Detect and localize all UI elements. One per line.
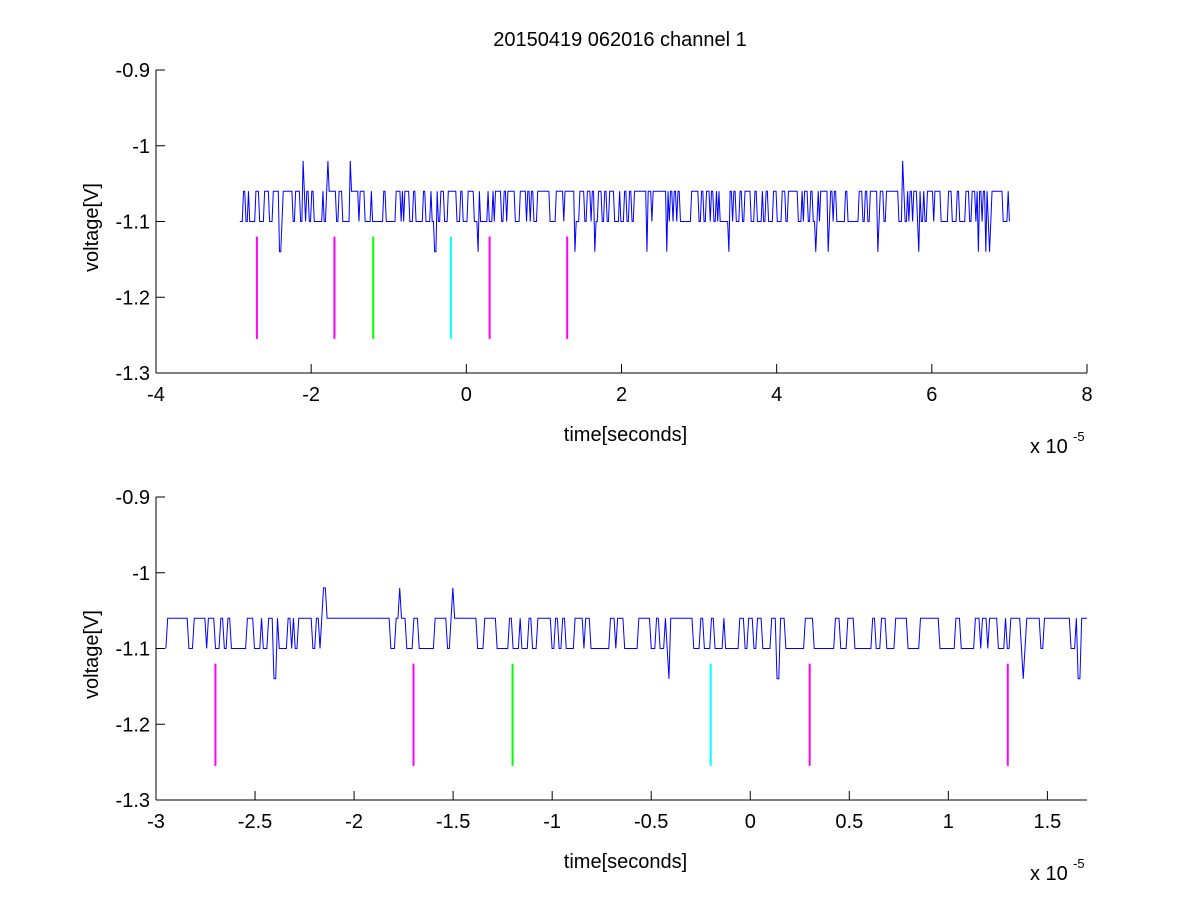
x-tick-label: -0.5: [634, 811, 668, 833]
x-tick-label: 0: [461, 384, 472, 406]
x-exponent-power: -5: [1073, 856, 1085, 871]
x-tick-label: -4: [147, 384, 165, 406]
y-axis-label: voltage[V]: [81, 610, 103, 699]
y-tick-label: -1.1: [116, 639, 150, 661]
x-tick-label: 0.5: [835, 811, 863, 833]
plot-1: -4 -2 0 2 4 6 8 -1.3 -1.2 -1.1 -1 -0.9 time[seconds]…: [81, 60, 1093, 458]
x-tick-label: -1: [543, 811, 561, 833]
y-tick-label: -1: [132, 136, 150, 158]
x-tick-label: 1.5: [1033, 811, 1061, 833]
x-tick-label: -2: [302, 384, 320, 406]
plots: -4 -2 0 2 4 6 8 -1.3 -1.2 -1.1 -1 -0.9 time[seconds]…: [81, 60, 1093, 885]
figure-title: 20150419 062016 channel 1: [493, 29, 747, 51]
x-tick-label: 0: [745, 811, 756, 833]
y-axis-label: voltage[V]: [81, 183, 103, 272]
x-tick-label: 2: [616, 384, 627, 406]
signal-trace: [239, 160, 1010, 253]
x-axis-label: time[seconds]: [564, 424, 687, 446]
y-tick-label: -1.2: [116, 714, 150, 736]
x-tick-label: -2.5: [238, 811, 272, 833]
plot-2: -3 -2.5 -2 -1.5 -1 -0.5 0 0.5 1 1.5 -1.3 -1.2 -1.1 -1…: [81, 487, 1087, 885]
y-tick-label: -0.9: [116, 487, 150, 509]
x-tick-label: 6: [926, 384, 937, 406]
signal-trace: [165, 587, 1087, 680]
x-tick-label: -2: [345, 811, 363, 833]
x-tick-label: -1.5: [436, 811, 470, 833]
x-tick-label: 8: [1081, 384, 1092, 406]
x-tick-label: -3: [147, 811, 165, 833]
x-tick-label: 1: [943, 811, 954, 833]
x-exponent-power: -5: [1073, 429, 1085, 444]
x-axis-label: time[seconds]: [564, 851, 687, 873]
y-tick-label: -1.1: [116, 212, 150, 234]
y-tick-label: -1: [132, 563, 150, 585]
y-tick-label: -1.2: [116, 287, 150, 309]
y-tick-label: -0.9: [116, 60, 150, 82]
y-tick-label: -1.3: [116, 790, 150, 812]
x-tick-label: 4: [771, 384, 782, 406]
x-exponent-label: x 10: [1030, 436, 1068, 458]
y-tick-label: -1.3: [116, 363, 150, 385]
x-exponent-label: x 10: [1030, 863, 1068, 885]
